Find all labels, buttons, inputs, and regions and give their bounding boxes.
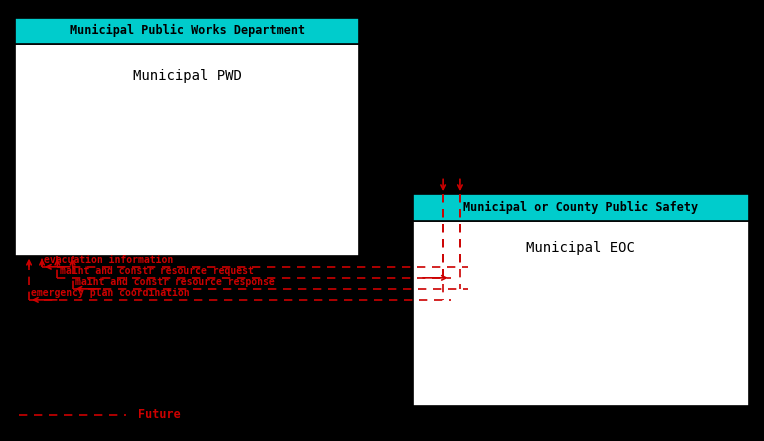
Text: maint and constr resource request: maint and constr resource request	[60, 265, 254, 276]
Text: Municipal or County Public Safety: Municipal or County Public Safety	[463, 201, 698, 214]
Bar	[15, 44, 359, 256]
Bar	[413, 220, 749, 406]
Text: emergency plan coordination: emergency plan coordination	[31, 288, 190, 298]
Text: Municipal EOC: Municipal EOC	[526, 241, 635, 255]
Bar	[413, 194, 749, 220]
Text: evacuation information: evacuation information	[44, 254, 173, 265]
Text: Municipal Public Works Department: Municipal Public Works Department	[70, 24, 305, 37]
Text: maint and constr resource response: maint and constr resource response	[75, 277, 274, 287]
Text: Municipal PWD: Municipal PWD	[133, 69, 241, 83]
Bar	[15, 18, 359, 44]
Text: Future: Future	[138, 408, 180, 421]
